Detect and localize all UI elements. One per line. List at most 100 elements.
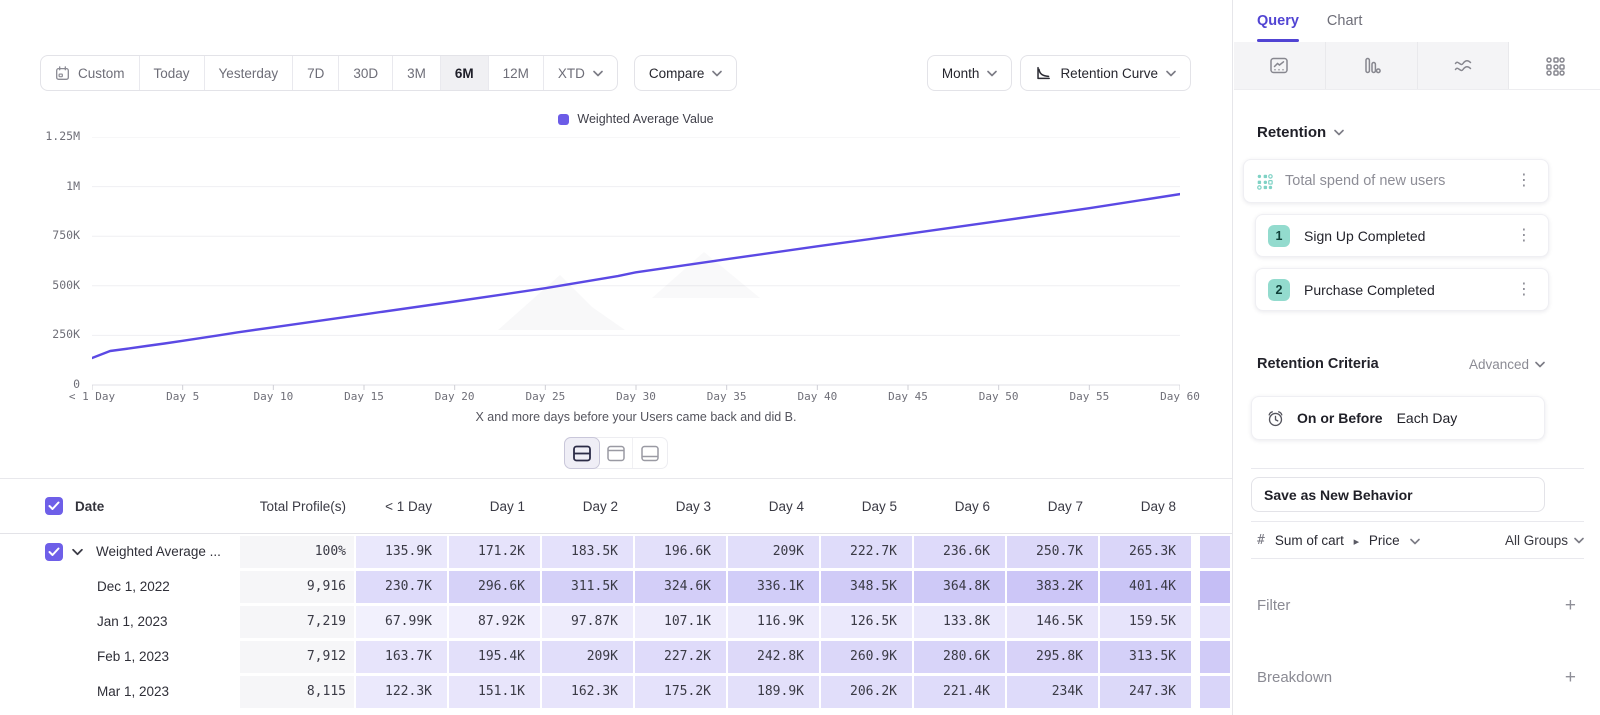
retention-value-cell[interactable]: 236.6K (914, 535, 1005, 568)
behavior-step-card[interactable]: 1 Sign Up Completed ⋮ (1255, 214, 1549, 257)
x-tick-label: Day 5 (166, 390, 200, 403)
retention-value-cell[interactable]: 126.5K (821, 605, 912, 638)
retention-value-cell[interactable]: 295.8K (1007, 640, 1098, 673)
tab-retention[interactable] (1509, 42, 1600, 89)
retention-value-cell[interactable]: 151.1K (449, 675, 540, 708)
retention-value-cell[interactable]: 195.4K (449, 640, 540, 673)
row-checkbox[interactable] (45, 497, 63, 515)
retention-value-cell[interactable]: 260.9K (821, 640, 912, 673)
retention-value-cell[interactable]: 280.6K (914, 640, 1005, 673)
retention-value-cell[interactable]: 242.8K (728, 640, 819, 673)
retention-value-cell[interactable]: 183.5K (542, 535, 633, 568)
retention-value-cell[interactable]: 209K (542, 640, 633, 673)
add-breakdown-button[interactable]: + (1564, 667, 1576, 688)
chart-only-toggle[interactable] (599, 438, 633, 468)
chevron-down-icon (1535, 361, 1545, 367)
step-menu-button[interactable]: ⋮ (1516, 226, 1532, 244)
step-menu-button[interactable]: ⋮ (1516, 280, 1532, 298)
table-row[interactable]: Weighted Average ... 100% 135.9K 171.2K 183.… (0, 534, 1232, 569)
range-xtd[interactable]: XTD (544, 56, 617, 90)
tab-query[interactable]: Query (1257, 0, 1299, 42)
retention-value-cell[interactable]: 230.7K (356, 570, 447, 603)
retention-value-cell[interactable]: 250.7K (1007, 535, 1098, 568)
range-30d[interactable]: 30D (339, 56, 394, 90)
clipped-day-cell (1200, 535, 1230, 568)
retention-value-cell[interactable]: 265.3K (1100, 535, 1191, 568)
retention-section-heading[interactable]: Retention (1257, 124, 1344, 141)
retention-value-cell[interactable]: 206.2K (821, 675, 912, 708)
table-row[interactable]: Jan 1, 2023 7,219 67.99K 87.92K 97.87K 107.1K… (0, 604, 1232, 639)
retention-value-cell[interactable]: 364.8K (914, 570, 1005, 603)
retention-value-cell[interactable]: 221.4K (914, 675, 1005, 708)
y-tick-label: 750K (52, 228, 80, 243)
retention-value-cell[interactable]: 67.99K (356, 605, 447, 638)
split-view-toggle[interactable] (564, 437, 600, 469)
plot-area[interactable] (92, 137, 1180, 391)
chart-type-dropdown[interactable]: Retention Curve (1020, 55, 1191, 91)
table-only-toggle[interactable] (633, 438, 667, 468)
table-row[interactable]: Mar 1, 2023 8,115 122.3K 151.1K 162.3K 175.2K… (0, 674, 1232, 709)
retention-value-cell[interactable]: 171.2K (449, 535, 540, 568)
table-row[interactable]: Feb 1, 2023 7,912 163.7K 195.4K 209K 227.2K 24… (0, 639, 1232, 674)
all-groups-label: All Groups (1504, 532, 1568, 548)
retention-value-cell[interactable]: 227.2K (635, 640, 726, 673)
retention-value-cell[interactable]: 196.6K (635, 535, 726, 568)
line-chart-svg (92, 137, 1180, 390)
retention-value-cell[interactable]: 189.9K (728, 675, 819, 708)
retention-value-cell[interactable]: 175.2K (635, 675, 726, 708)
row-label: Mar 1, 2023 (97, 684, 170, 699)
range-3m[interactable]: 3M (393, 56, 441, 90)
retention-value-cell[interactable]: 87.92K (449, 605, 540, 638)
retention-value-cell[interactable]: 209K (728, 535, 819, 568)
filter-label: Filter (1257, 597, 1291, 614)
measure-property-dropdown[interactable]: Sum of cart ▸ Price (1275, 533, 1421, 548)
criteria-condition-card[interactable]: On or Before Each Day (1251, 396, 1545, 440)
retention-value-cell[interactable]: 133.8K (914, 605, 1005, 638)
retention-value-cell[interactable]: 247.3K (1100, 675, 1191, 708)
range-6m[interactable]: 6M (440, 56, 489, 90)
retention-value-cell[interactable]: 336.1K (728, 570, 819, 603)
retention-value-cell[interactable]: 324.6K (635, 570, 726, 603)
retention-value-cell[interactable]: 313.5K (1100, 640, 1191, 673)
breakdown-section: Breakdown + (1257, 668, 1576, 687)
tab-flows[interactable] (1417, 42, 1510, 89)
add-filter-button[interactable]: + (1564, 595, 1576, 616)
behavior-menu-button[interactable]: ⋮ (1516, 172, 1532, 189)
retention-value-cell[interactable]: 311.5K (542, 570, 633, 603)
retention-value-cell[interactable]: 146.5K (1007, 605, 1098, 638)
granularity-dropdown[interactable]: Month (926, 55, 1013, 91)
behavior-step-card[interactable]: 2 Purchase Completed ⋮ (1255, 268, 1549, 311)
table-row[interactable]: Dec 1, 2022 9,916 230.7K 296.6K 311.5K 324.6K… (0, 569, 1232, 604)
tab-chart[interactable]: Chart (1326, 13, 1363, 29)
range-custom[interactable]: Custom (41, 56, 140, 90)
row-checkbox[interactable] (45, 542, 63, 561)
retention-value-cell[interactable]: 159.5K (1100, 605, 1191, 638)
tab-insights[interactable] (1234, 42, 1326, 89)
retention-value-cell[interactable]: 162.3K (542, 675, 633, 708)
table-only-icon (641, 445, 659, 461)
advanced-dropdown[interactable]: Advanced (1469, 357, 1545, 372)
save-as-new-behavior-button[interactable]: Save as New Behavior (1251, 477, 1545, 512)
range-today[interactable]: Today (140, 56, 205, 90)
retention-value-cell[interactable]: 122.3K (356, 675, 447, 708)
filter-section: Filter + (1257, 596, 1576, 615)
retention-value-cell[interactable]: 234K (1007, 675, 1098, 708)
retention-value-cell[interactable]: 222.7K (821, 535, 912, 568)
retention-value-cell[interactable]: 296.6K (449, 570, 540, 603)
retention-value-cell[interactable]: 383.2K (1007, 570, 1098, 603)
tab-funnels[interactable] (1325, 42, 1418, 89)
row-expander-icon[interactable] (72, 548, 83, 556)
range-7d[interactable]: 7D (293, 56, 340, 90)
compare-button[interactable]: Compare (633, 55, 738, 91)
retention-value-cell[interactable]: 401.4K (1100, 570, 1191, 603)
retention-value-cell[interactable]: 348.5K (821, 570, 912, 603)
range-yesterday[interactable]: Yesterday (205, 56, 294, 90)
retention-value-cell[interactable]: 97.87K (542, 605, 633, 638)
behavior-card[interactable]: Total spend of new users ⋮ (1243, 159, 1549, 203)
range-12m[interactable]: 12M (489, 56, 544, 90)
retention-value-cell[interactable]: 107.1K (635, 605, 726, 638)
retention-value-cell[interactable]: 116.9K (728, 605, 819, 638)
all-groups-dropdown[interactable]: All Groups (1505, 533, 1584, 548)
retention-value-cell[interactable]: 135.9K (356, 535, 447, 568)
retention-value-cell[interactable]: 163.7K (356, 640, 447, 673)
